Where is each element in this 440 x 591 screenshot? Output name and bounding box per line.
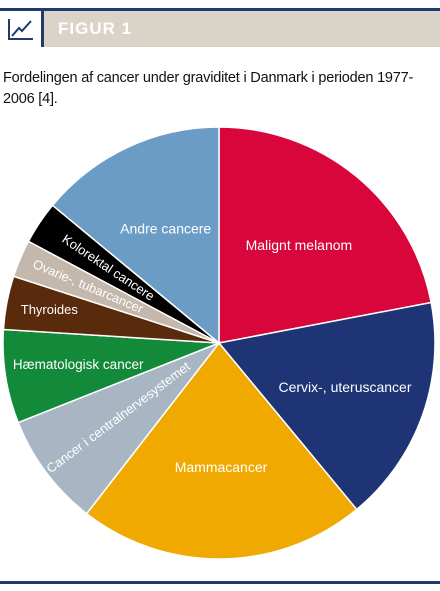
slice-label: Cervix-, uteruscancer xyxy=(278,379,411,395)
figure-label: FIGUR 1 xyxy=(58,19,133,38)
figure-caption: Fordelingen af cancer under graviditet i… xyxy=(3,70,414,107)
slice-label: Malignt melanom xyxy=(246,237,353,253)
slice-label: Andre cancere xyxy=(120,220,211,236)
pie-slice xyxy=(17,341,222,515)
slice-label: Hæmatologisk cancer xyxy=(13,357,144,372)
pie-slice xyxy=(218,126,433,344)
chart-icon-box xyxy=(0,11,44,47)
pie-slice xyxy=(51,126,220,345)
line-chart-icon xyxy=(8,19,33,40)
pie-slice xyxy=(85,341,358,560)
slice-label: Thyroides xyxy=(21,302,79,317)
pie-slice xyxy=(217,301,436,511)
slice-label: Mammacancer xyxy=(175,459,268,475)
bottom-rule xyxy=(0,581,440,584)
figure-header: FIGUR 1 xyxy=(0,11,440,47)
top-rule xyxy=(0,8,440,11)
